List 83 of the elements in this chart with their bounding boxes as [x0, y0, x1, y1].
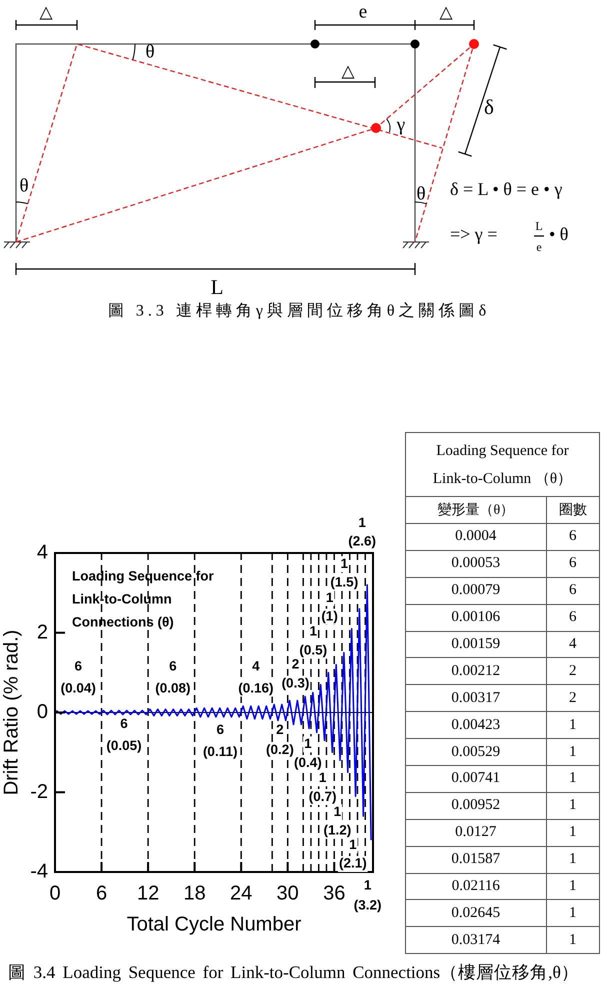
- annotation: (0.4): [294, 754, 322, 770]
- text: 0.00053: [406, 550, 546, 578]
- annotation: (1.2): [323, 822, 352, 838]
- text: 0.00529: [406, 738, 546, 766]
- annotation: (1.5): [330, 574, 358, 590]
- text: 6: [546, 524, 600, 550]
- x-tick-label: 6: [96, 882, 108, 905]
- text: 1: [546, 873, 600, 900]
- annotation: (0.05): [106, 738, 142, 754]
- annotation: 6: [74, 658, 83, 674]
- text: 0.00952: [406, 792, 546, 820]
- text: 1: [358, 514, 366, 530]
- y-tick-label: 4: [36, 542, 48, 564]
- text: 1: [546, 819, 600, 846]
- text: 4: [546, 631, 600, 658]
- annotation: (0.7): [308, 788, 336, 804]
- caption: 圖 3.3 連桿轉角γ與層間位移角θ之關係圖δ: [108, 302, 490, 320]
- annotation: 1: [304, 736, 312, 752]
- x-tick-label: 36: [323, 882, 346, 905]
- annotation: 6: [169, 658, 178, 674]
- text: 2: [546, 684, 600, 712]
- text: 1: [546, 926, 600, 954]
- x-axis-title: Total Cycle Number: [126, 914, 302, 936]
- y-axis-title: Drift Ratio (% rad.): [0, 630, 23, 796]
- text: 1: [546, 738, 600, 766]
- annotation: (0.16): [238, 680, 274, 696]
- text: 0.02645: [406, 900, 546, 927]
- text: 6: [546, 550, 600, 578]
- y-tick-label: 2: [36, 621, 48, 644]
- text: 0.00423: [406, 712, 546, 739]
- text: 1: [546, 712, 600, 739]
- annotation: 1: [310, 624, 318, 639]
- annotation: 1: [326, 590, 334, 605]
- y-tick-label: -4: [30, 860, 48, 883]
- x-tick-label: 24: [230, 882, 252, 905]
- text: (3.2): [354, 898, 382, 913]
- annotation: (1): [321, 608, 338, 624]
- text: 6: [546, 604, 600, 632]
- x-tick-label: 30: [276, 882, 299, 905]
- text: 0.00317: [406, 684, 546, 712]
- annotation: (0.5): [299, 642, 328, 658]
- annotation: (0.3): [282, 676, 310, 691]
- text: 1: [364, 878, 372, 893]
- annotation: 1: [334, 804, 342, 819]
- text: 0.00079: [406, 577, 546, 604]
- annotation: (2.1): [338, 856, 367, 871]
- text: 0.02116: [406, 873, 546, 900]
- annotation: (0.08): [155, 680, 191, 696]
- annotation: 6: [120, 716, 128, 732]
- text: 1: [546, 792, 600, 820]
- text: 1: [546, 766, 600, 792]
- text: Loading Sequence for Link-to-Column Connections (θ): [72, 568, 215, 630]
- text: 0.03174: [406, 926, 546, 954]
- annotation: 1: [340, 556, 349, 571]
- text: 變形量（θ）: [406, 496, 546, 524]
- text: 0.00741: [406, 766, 546, 792]
- annotation: 2: [276, 722, 284, 738]
- annotation: 4: [252, 658, 260, 674]
- text: 0.01587: [406, 846, 546, 874]
- x-tick-label: 18: [183, 882, 206, 905]
- text: 0.0127: [406, 819, 546, 846]
- x-tick-label: 12: [136, 882, 160, 905]
- annotation: 6: [216, 722, 224, 738]
- text: 0.00212: [406, 658, 546, 685]
- annotation: 1: [318, 770, 327, 786]
- annotation: (0.2): [266, 742, 294, 758]
- text: 圈數: [546, 496, 600, 524]
- text: 6: [546, 577, 600, 604]
- annotation: 2: [292, 656, 300, 672]
- y-tick-label: -2: [30, 780, 48, 803]
- text: 0.0004: [406, 524, 546, 550]
- caption: 圖 3.4 Loading Sequence for Link-to-Column Connections（樓層位移角,θ）: [8, 961, 579, 984]
- text: 0.00106: [406, 604, 546, 632]
- text: 1: [546, 846, 600, 874]
- text: (2.6): [348, 534, 376, 549]
- text: Loading Sequence for Link-to-Column （θ）: [432, 442, 574, 488]
- annotation: (0.04): [60, 680, 96, 696]
- text: 2: [546, 658, 600, 685]
- text: 0.00159: [406, 631, 546, 658]
- annotation: (0.11): [202, 744, 238, 760]
- text: 1: [546, 900, 600, 927]
- y-tick-label: 0: [36, 701, 48, 724]
- annotation: 1: [349, 837, 358, 852]
